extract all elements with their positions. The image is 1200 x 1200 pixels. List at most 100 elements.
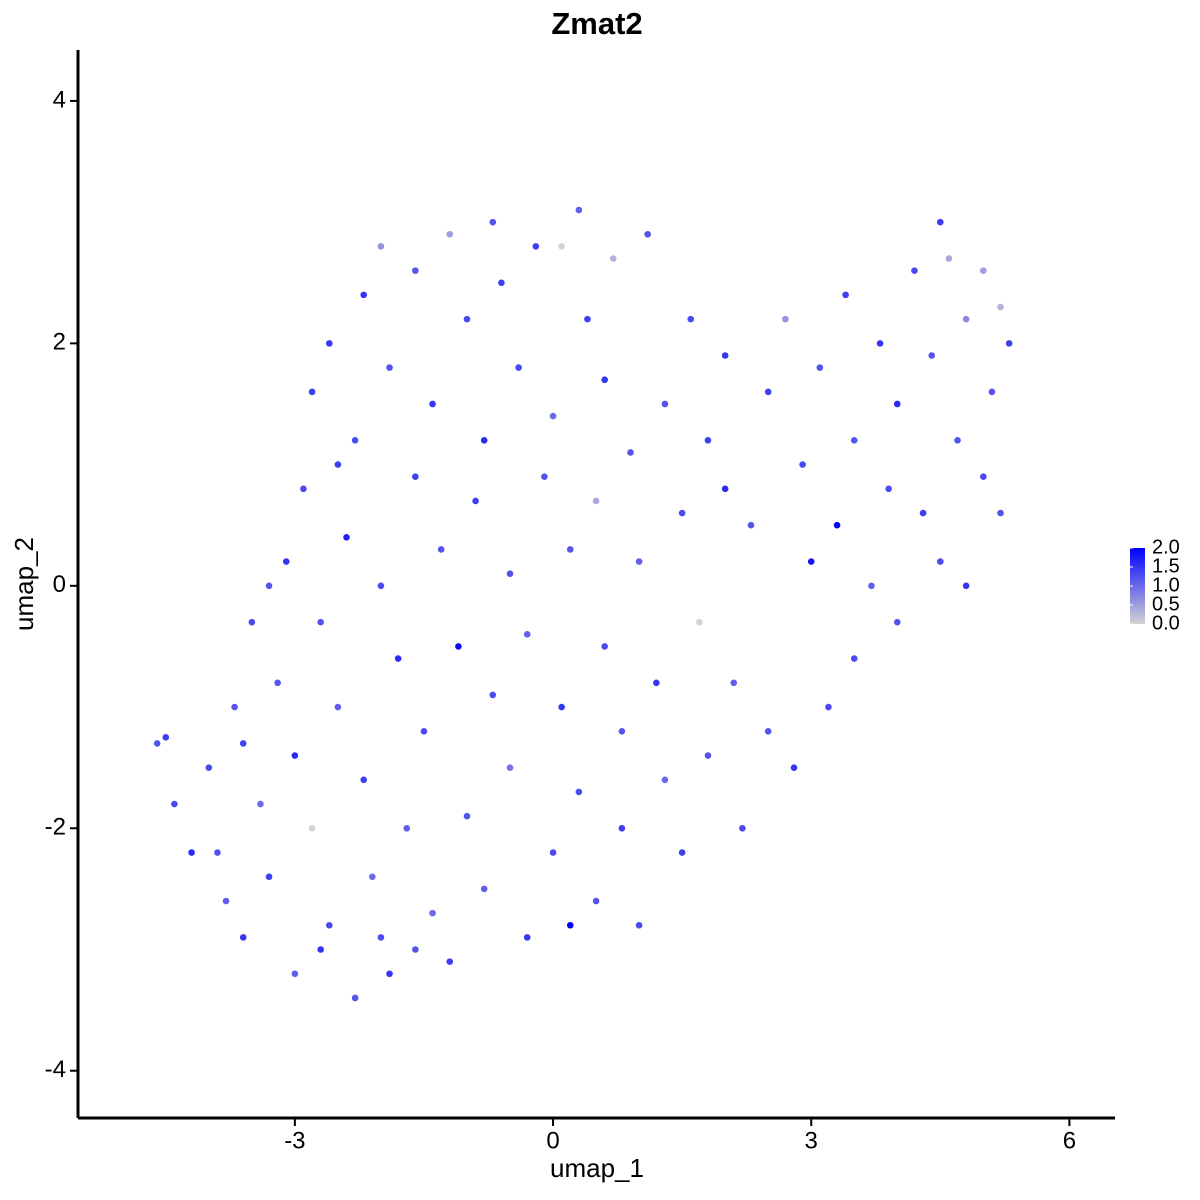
point bbox=[360, 776, 368, 784]
x-axis-title: umap_1 bbox=[550, 1153, 644, 1183]
x-tick-label: 6 bbox=[1063, 1127, 1076, 1154]
point bbox=[962, 315, 970, 323]
point bbox=[351, 994, 359, 1002]
point bbox=[782, 315, 789, 323]
point bbox=[704, 437, 712, 444]
point bbox=[549, 849, 557, 856]
point bbox=[928, 352, 935, 359]
point bbox=[833, 521, 841, 529]
point bbox=[317, 618, 324, 626]
colorbar-label: 0.5 bbox=[1152, 593, 1180, 615]
point bbox=[429, 400, 436, 408]
point bbox=[231, 703, 238, 711]
point bbox=[919, 509, 927, 517]
point bbox=[489, 691, 497, 699]
point bbox=[377, 582, 385, 590]
colorbar-label: 1.0 bbox=[1152, 574, 1180, 596]
point bbox=[463, 315, 471, 323]
y-tick-label: 2 bbox=[53, 329, 66, 356]
point bbox=[446, 230, 454, 238]
point bbox=[558, 703, 565, 711]
point bbox=[618, 727, 626, 735]
point bbox=[687, 315, 695, 323]
point bbox=[188, 849, 195, 856]
point bbox=[403, 824, 411, 832]
y-tick-label: -4 bbox=[45, 1056, 66, 1083]
y-tick-label: 4 bbox=[53, 86, 66, 113]
point bbox=[730, 679, 738, 687]
point bbox=[566, 546, 574, 553]
point bbox=[377, 243, 385, 250]
point bbox=[377, 934, 385, 941]
point bbox=[704, 752, 712, 759]
point bbox=[437, 546, 445, 553]
point bbox=[592, 897, 600, 905]
point bbox=[678, 509, 686, 517]
point bbox=[566, 921, 574, 929]
point bbox=[980, 267, 987, 274]
point bbox=[265, 582, 273, 590]
point bbox=[300, 485, 307, 493]
point bbox=[807, 558, 815, 565]
colorbar-label: 2.0 bbox=[1152, 536, 1180, 558]
point bbox=[239, 934, 247, 941]
x-tick-label: -3 bbox=[284, 1127, 305, 1154]
point bbox=[816, 364, 824, 371]
point bbox=[868, 582, 875, 590]
point bbox=[893, 618, 901, 626]
point bbox=[627, 449, 634, 456]
point bbox=[575, 206, 583, 214]
point bbox=[842, 291, 849, 299]
point bbox=[489, 218, 497, 226]
point bbox=[214, 849, 221, 856]
point bbox=[369, 873, 376, 881]
point bbox=[480, 885, 488, 893]
point bbox=[325, 921, 333, 929]
x-tick-label: 3 bbox=[805, 1127, 818, 1154]
point bbox=[876, 340, 884, 347]
point bbox=[351, 437, 359, 444]
point bbox=[472, 497, 479, 505]
point bbox=[850, 655, 858, 662]
point bbox=[601, 643, 608, 650]
point bbox=[343, 534, 350, 541]
point bbox=[558, 243, 565, 250]
point bbox=[317, 946, 324, 953]
point bbox=[635, 921, 643, 929]
point bbox=[575, 788, 583, 796]
point bbox=[506, 764, 514, 771]
point bbox=[997, 509, 1004, 517]
point bbox=[463, 812, 471, 820]
point bbox=[222, 897, 230, 905]
point bbox=[334, 703, 342, 711]
point bbox=[541, 473, 548, 481]
point bbox=[386, 364, 393, 371]
point bbox=[549, 412, 557, 420]
point bbox=[764, 727, 772, 735]
point bbox=[885, 485, 892, 493]
point bbox=[523, 631, 531, 638]
point bbox=[265, 873, 273, 881]
point bbox=[248, 618, 256, 626]
point bbox=[997, 303, 1004, 311]
point bbox=[308, 824, 316, 832]
point bbox=[790, 764, 798, 771]
colorbar-label: 1.5 bbox=[1152, 555, 1180, 577]
point bbox=[325, 340, 333, 347]
point bbox=[962, 582, 970, 590]
point bbox=[937, 558, 944, 565]
point bbox=[274, 679, 281, 687]
point bbox=[954, 437, 961, 444]
point bbox=[721, 352, 729, 359]
point bbox=[739, 824, 746, 832]
point bbox=[412, 946, 419, 953]
point bbox=[980, 473, 987, 481]
point bbox=[937, 218, 944, 226]
point bbox=[412, 473, 419, 481]
point bbox=[446, 958, 454, 965]
point bbox=[799, 461, 806, 468]
point bbox=[893, 400, 901, 408]
point bbox=[480, 437, 488, 444]
point bbox=[764, 388, 772, 396]
